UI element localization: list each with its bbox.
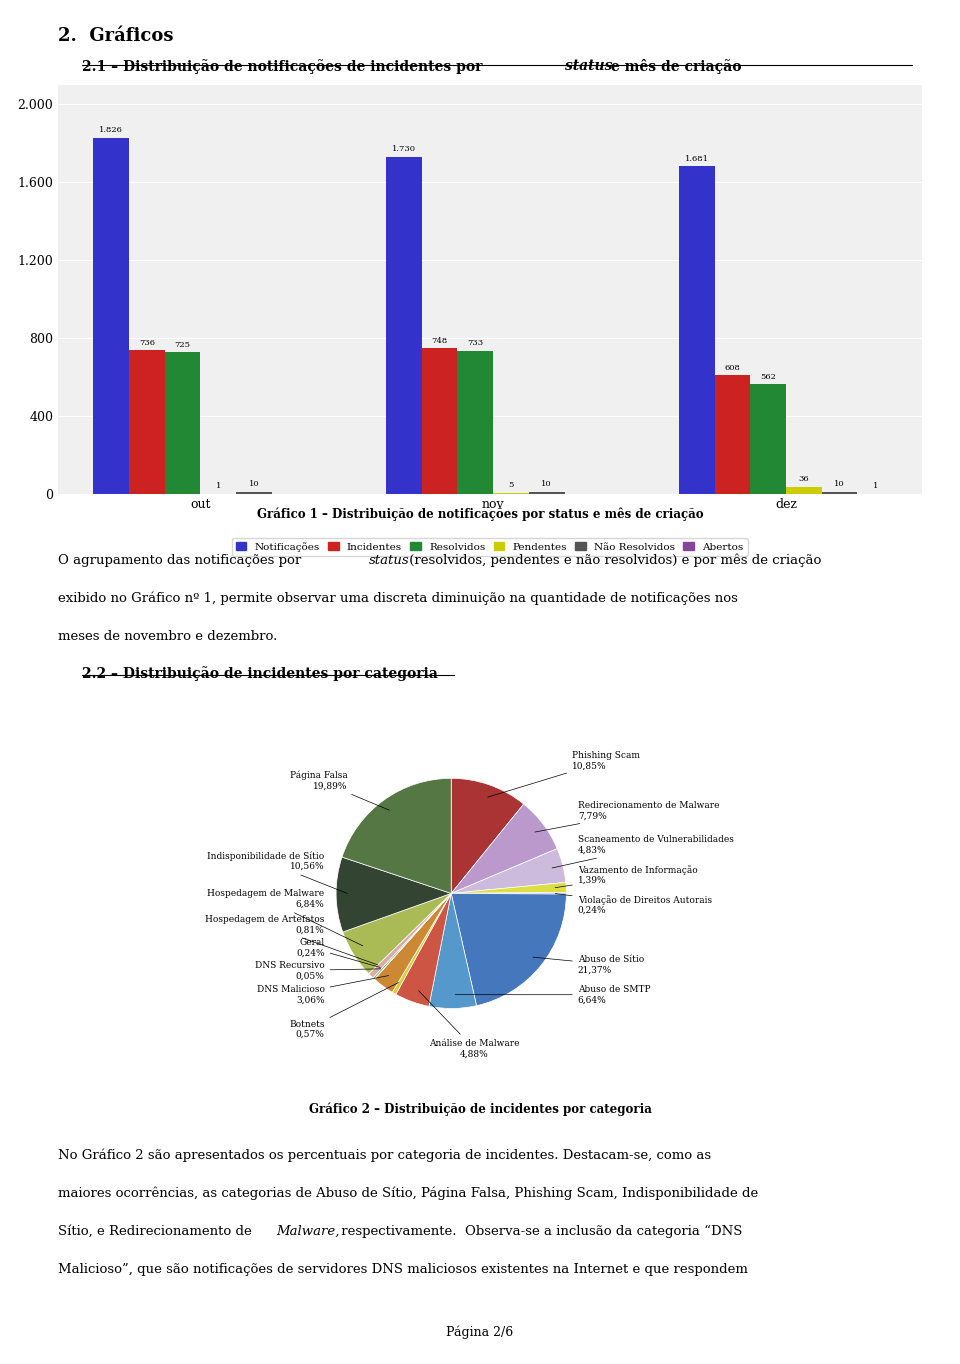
Wedge shape [343,893,451,974]
Wedge shape [372,893,451,979]
Text: Botnets
0,57%: Botnets 0,57% [289,982,398,1039]
Bar [786,487,822,494]
Bar [421,348,458,494]
Bar [750,385,786,494]
Text: Violação de Direitos Autorais
0,24%: Violação de Direitos Autorais 0,24% [555,893,712,915]
Bar [679,166,714,494]
Text: 608: 608 [725,364,740,372]
Bar [458,351,493,494]
Text: Malware,: Malware, [276,1225,340,1239]
Text: 10: 10 [834,480,845,488]
Bar [93,138,129,494]
Text: meses de novembro e dezembro.: meses de novembro e dezembro. [58,630,277,644]
Text: Página 2/6: Página 2/6 [446,1326,514,1339]
Text: 1.826: 1.826 [99,127,123,135]
Text: DNS Malicioso
3,06%: DNS Malicioso 3,06% [256,975,389,1004]
Text: Gráfico 1 – Distribuição de notificações por status e mês de criação: Gráfico 1 – Distribuição de notificações… [256,507,704,521]
Text: 1.681: 1.681 [684,154,708,162]
Text: Scaneamento de Vulnerabilidades
4,83%: Scaneamento de Vulnerabilidades 4,83% [552,835,733,868]
Text: Redirecionamento de Malware
7,79%: Redirecionamento de Malware 7,79% [535,801,719,832]
Text: 1: 1 [216,481,221,490]
Bar [822,492,857,494]
Text: 736: 736 [139,338,155,346]
Text: 725: 725 [175,341,190,349]
Text: e mês de criação: e mês de criação [606,59,741,74]
Text: Gráfico 2 – Distribuição de incidentes por categoria: Gráfico 2 – Distribuição de incidentes p… [308,1102,652,1116]
Text: 562: 562 [760,372,776,381]
Text: 10: 10 [249,480,259,488]
Text: Página Falsa
19,89%: Página Falsa 19,89% [290,771,390,810]
Text: Hospedagem de Artefatos
0,81%: Hospedagem de Artefatos 0,81% [205,915,378,964]
Text: 10: 10 [541,480,552,488]
Wedge shape [342,779,451,893]
Text: No Gráfico 2 são apresentados os percentuais por categoria de incidentes. Destac: No Gráfico 2 são apresentados os percent… [58,1148,710,1162]
Text: maiores ocorrências, as categorias de Abuso de Sítio, Página Falsa, Phishing Sca: maiores ocorrências, as categorias de Ab… [58,1187,757,1200]
Text: (resolvidos, pendentes e não resolvidos) e por mês de criação: (resolvidos, pendentes e não resolvidos)… [405,554,822,567]
Wedge shape [374,893,451,979]
Text: exibido no Gráfico nº 1, permite observar uma discreta diminuição na quantidade : exibido no Gráfico nº 1, permite observa… [58,592,737,606]
Text: 5: 5 [509,481,514,490]
Wedge shape [393,893,451,994]
Text: status: status [369,554,409,567]
Text: status: status [565,59,612,72]
Wedge shape [374,893,451,992]
Bar [529,492,564,494]
Text: Vazamento de Informação
1,39%: Vazamento de Informação 1,39% [555,865,698,888]
Wedge shape [429,893,476,1008]
Text: O agrupamento das notificações por: O agrupamento das notificações por [58,554,305,567]
Text: 1.730: 1.730 [392,145,416,153]
Text: Hospedagem de Malware
6,84%: Hospedagem de Malware 6,84% [207,889,363,945]
Text: 748: 748 [431,337,447,345]
Text: 733: 733 [468,340,484,348]
Text: 2.  Gráficos: 2. Gráficos [58,27,173,45]
Text: Sítio, e Redirecionamento de: Sítio, e Redirecionamento de [58,1225,255,1239]
Text: Abuso de SMTP
6,64%: Abuso de SMTP 6,64% [455,985,651,1004]
Bar [714,375,750,494]
Text: Malicioso”, que são notificações de servidores DNS maliciosos existentes na Inte: Malicioso”, que são notificações de serv… [58,1263,748,1277]
Text: 1: 1 [873,481,877,490]
Text: 2.2 – Distribuição de incidentes por categoria: 2.2 – Distribuição de incidentes por cat… [82,666,438,681]
Legend: Notificações, Incidentes, Resolvidos, Pendentes, Não Resolvidos, Abertos: Notificações, Incidentes, Resolvidos, Pe… [231,537,748,557]
Text: respectivamente.  Observa-se a inclusão da categoria “DNS: respectivamente. Observa-se a inclusão d… [337,1225,742,1239]
Text: Análise de Malware
4,88%: Análise de Malware 4,88% [419,990,519,1058]
Text: 36: 36 [799,475,809,483]
Text: DNS Recursivo
0,05%: DNS Recursivo 0,05% [254,960,381,981]
Wedge shape [451,803,557,893]
Bar [386,157,421,494]
Text: Geral
0,24%: Geral 0,24% [296,938,380,967]
Wedge shape [451,779,524,893]
Text: Indisponibilidade de Sítio
10,56%: Indisponibilidade de Sítio 10,56% [207,851,348,893]
Text: Abuso de Sítio
21,37%: Abuso de Sítio 21,37% [533,955,644,974]
Wedge shape [336,857,451,932]
Wedge shape [451,893,566,1005]
Text: 2.1 – Distribuição de notificações de incidentes por: 2.1 – Distribuição de notificações de in… [82,59,487,74]
Wedge shape [451,848,565,893]
Bar [236,492,272,494]
Text: Phishing Scam
10,85%: Phishing Scam 10,85% [488,752,640,797]
Wedge shape [451,883,566,893]
Bar [129,351,165,494]
Wedge shape [369,893,451,978]
Wedge shape [396,893,451,1007]
Wedge shape [451,892,566,895]
Bar [165,352,201,494]
